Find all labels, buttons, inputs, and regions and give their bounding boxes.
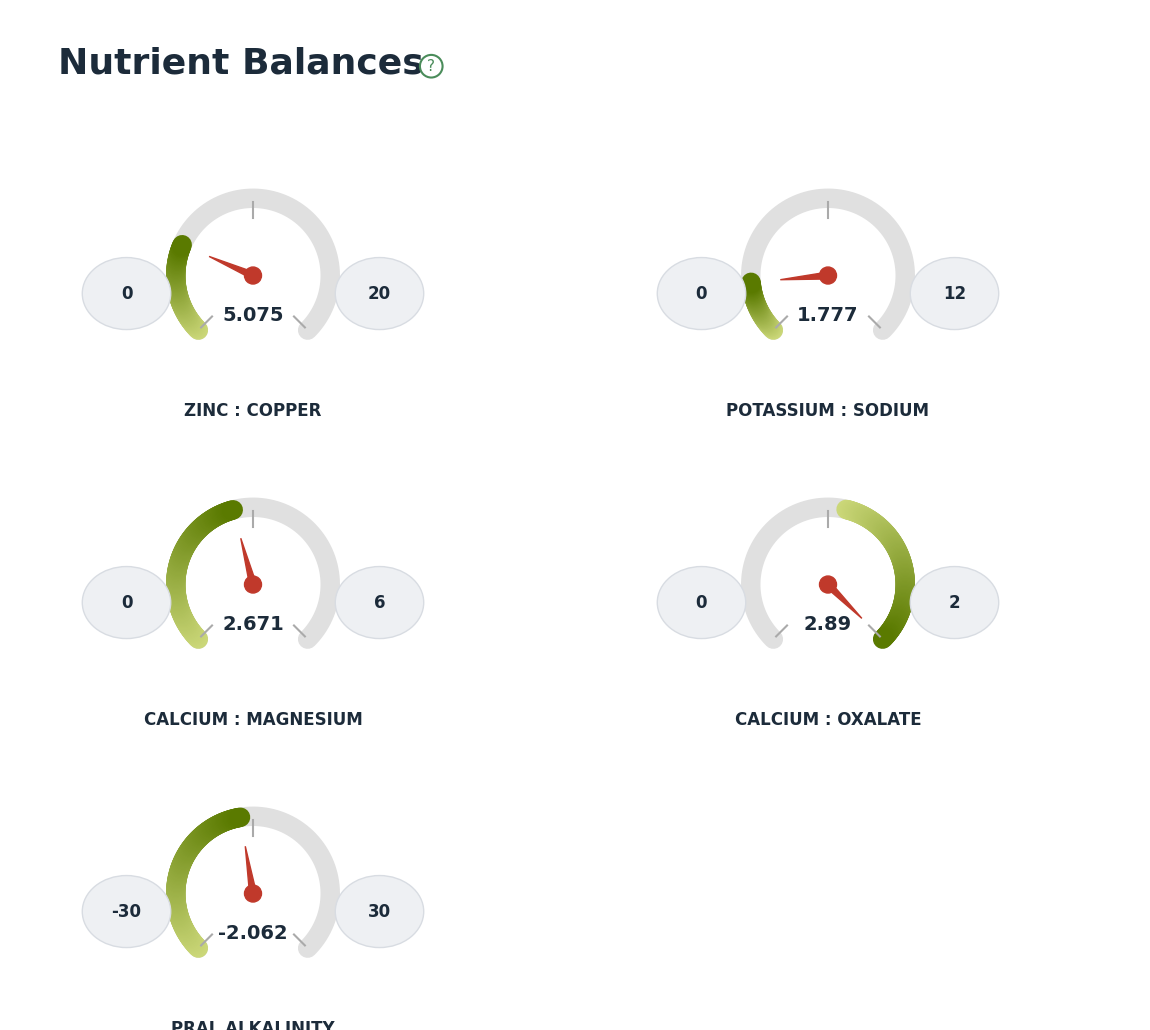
Text: 2.89: 2.89: [804, 615, 852, 634]
Circle shape: [820, 267, 836, 284]
Circle shape: [245, 576, 261, 593]
Text: 0: 0: [696, 284, 707, 303]
Circle shape: [911, 566, 998, 639]
Text: Nutrient Balances: Nutrient Balances: [58, 46, 423, 80]
Circle shape: [336, 876, 423, 948]
Text: CALCIUM : MAGNESIUM: CALCIUM : MAGNESIUM: [144, 711, 362, 728]
Text: 12: 12: [943, 284, 966, 303]
Text: ZINC : COPPER: ZINC : COPPER: [184, 402, 322, 419]
Circle shape: [820, 576, 836, 593]
Circle shape: [336, 566, 423, 639]
Text: 0: 0: [121, 593, 132, 612]
Polygon shape: [781, 272, 828, 280]
Text: 0: 0: [696, 593, 707, 612]
Circle shape: [658, 258, 745, 330]
Text: 0: 0: [121, 284, 132, 303]
Text: PRAL ALKALINITY: PRAL ALKALINITY: [171, 1020, 335, 1030]
Circle shape: [245, 267, 261, 284]
Circle shape: [911, 258, 998, 330]
Text: 20: 20: [368, 284, 391, 303]
Polygon shape: [826, 582, 861, 618]
Text: 2: 2: [949, 593, 960, 612]
Circle shape: [245, 885, 261, 902]
Text: 2.671: 2.671: [222, 615, 284, 634]
Text: 30: 30: [368, 902, 391, 921]
Circle shape: [83, 566, 170, 639]
Text: -30: -30: [112, 902, 141, 921]
Text: ?: ?: [428, 59, 435, 74]
Circle shape: [83, 876, 170, 948]
Text: CALCIUM : OXALATE: CALCIUM : OXALATE: [735, 711, 921, 728]
Polygon shape: [245, 847, 256, 894]
Polygon shape: [240, 539, 256, 585]
Circle shape: [658, 566, 745, 639]
Text: 1.777: 1.777: [797, 306, 859, 325]
Polygon shape: [209, 256, 254, 279]
Circle shape: [336, 258, 423, 330]
Text: 5.075: 5.075: [222, 306, 284, 325]
Circle shape: [83, 258, 170, 330]
Text: POTASSIUM : SODIUM: POTASSIUM : SODIUM: [727, 402, 929, 419]
Text: -2.062: -2.062: [218, 924, 288, 943]
Text: 6: 6: [374, 593, 385, 612]
